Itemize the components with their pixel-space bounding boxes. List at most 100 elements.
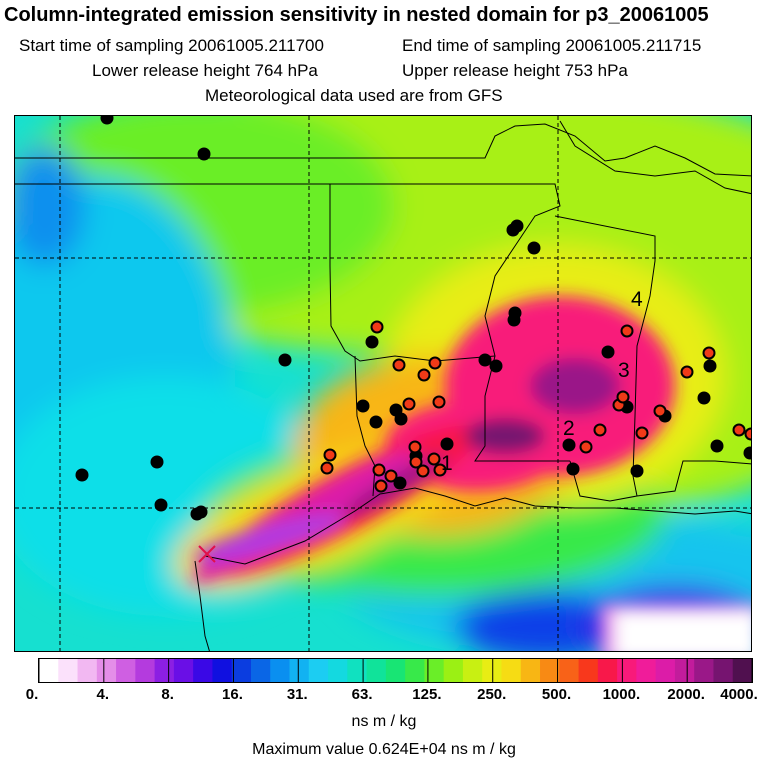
colorbar [38, 658, 753, 683]
map-panel: 1 2 3 4 [14, 115, 752, 652]
black-station-point [510, 219, 524, 233]
colorbar-swatch [39, 659, 59, 682]
flight-leg-label: 4 [631, 288, 643, 311]
colorbar-tick-label: 2000. [667, 686, 705, 703]
colorbar-swatch [540, 659, 560, 682]
red-station-point [653, 404, 667, 418]
colorbar-tick-label: 31. [286, 686, 308, 703]
red-station-point [680, 365, 694, 379]
colorbar-swatch [366, 659, 387, 682]
colorbar-swatch [617, 659, 637, 682]
red-station-point [616, 390, 630, 404]
colorbar-swatch [135, 659, 156, 682]
colorbar-swatch [597, 659, 618, 682]
colorbar-swatch [694, 659, 715, 682]
red-station-point [635, 426, 649, 440]
colorbar-swatch [173, 659, 194, 682]
colorbar-swatch [520, 659, 541, 682]
colorbar-swatch [308, 659, 329, 682]
colorbar-swatch [482, 659, 503, 682]
black-station-point [489, 359, 503, 373]
red-station-point [392, 358, 406, 372]
colorbar-units: ns m / kg [351, 713, 417, 730]
colorbar-tick-label: 63. [351, 686, 373, 703]
station-points [75, 116, 751, 521]
colorbar-swatch [193, 659, 214, 682]
black-station-point [697, 391, 711, 405]
black-station-point [194, 505, 208, 519]
colorbar-tick-label: 0. [25, 686, 39, 703]
black-station-point [154, 498, 168, 512]
political-borders [15, 120, 751, 651]
red-station-point [579, 440, 593, 454]
red-station-point [433, 463, 447, 477]
graticule [15, 116, 751, 651]
colorbar-tick-label: 500. [541, 686, 572, 703]
red-station-point [432, 395, 446, 409]
colorbar-tick-label: 250. [477, 686, 507, 703]
red-station-point [320, 461, 334, 475]
sensitivity-map: 1 2 3 4 [15, 116, 751, 651]
black-station-point [562, 438, 576, 452]
colorbar-swatch [154, 659, 175, 682]
flight-leg-label: 2 [563, 417, 575, 440]
black-station-point [527, 241, 541, 255]
colorbar-swatch [289, 659, 310, 682]
red-station-point [744, 427, 751, 441]
black-station-point [197, 147, 211, 161]
colorbar-swatch [385, 659, 406, 682]
plot-title: Column-integrated emission sensitivity i… [4, 4, 709, 26]
colorbar-ticks: 0. 4. 8. 16. 31. 63. 125. 250. 500. 1000. 2000. 400… [0, 686, 768, 708]
black-station-point [393, 476, 407, 490]
colorbar-swatch [212, 659, 233, 682]
colorbar-swatch [655, 659, 676, 682]
colorbar-swatch [578, 659, 599, 682]
colorbar-swatch [328, 659, 348, 682]
red-station-point [370, 320, 384, 334]
colorbar-swatch [77, 659, 98, 682]
colorbar-tick-label: 4000. [720, 686, 758, 703]
red-station-point [323, 448, 337, 462]
black-station-point [478, 353, 492, 367]
colorbar-swatch [559, 659, 580, 682]
release-marker [198, 545, 216, 563]
black-station-point [75, 468, 89, 482]
sampling-start: Start time of sampling 20061005.211700 [19, 36, 324, 55]
colorbar-tick-label: 4. [96, 686, 110, 703]
black-station-point [743, 446, 751, 460]
met-note: Meteorological data used are from GFS [205, 86, 503, 105]
colorbar-tick-label: 125. [412, 686, 442, 703]
colorbar-tick-label: 1000. [602, 686, 641, 703]
sampling-end: End time of sampling 20061005.211715 [402, 36, 702, 55]
colorbar-swatch [58, 659, 79, 682]
red-station-point [408, 440, 422, 454]
black-station-point [278, 353, 292, 367]
red-station-point [416, 464, 430, 478]
black-station-point [369, 415, 383, 429]
black-station-point [507, 313, 521, 327]
black-station-point [710, 439, 724, 453]
black-station-point [440, 437, 454, 451]
black-station-point [601, 345, 615, 359]
red-station-point [593, 423, 607, 437]
flight-leg-labels: 1 2 3 4 [441, 288, 643, 475]
colorbar-swatch [443, 659, 464, 682]
black-station-point [566, 462, 580, 476]
red-station-point [374, 479, 388, 493]
colorbar-swatch [424, 659, 445, 682]
colorbar-swatch [501, 659, 522, 682]
flight-leg-label: 3 [618, 359, 630, 382]
colorbar-swatch [250, 659, 271, 682]
black-station-point [150, 455, 164, 469]
colorbar-tick-label: 16. [222, 686, 243, 703]
red-station-point [417, 368, 431, 382]
black-station-point [356, 399, 370, 413]
colorbar-swatch [732, 659, 752, 682]
colorbar-swatch [405, 659, 426, 682]
black-station-point [703, 359, 717, 373]
red-station-point [402, 397, 416, 411]
red-station-point [702, 346, 716, 360]
black-station-point [394, 412, 408, 426]
black-station-point [365, 335, 379, 349]
black-station-point [630, 464, 644, 478]
